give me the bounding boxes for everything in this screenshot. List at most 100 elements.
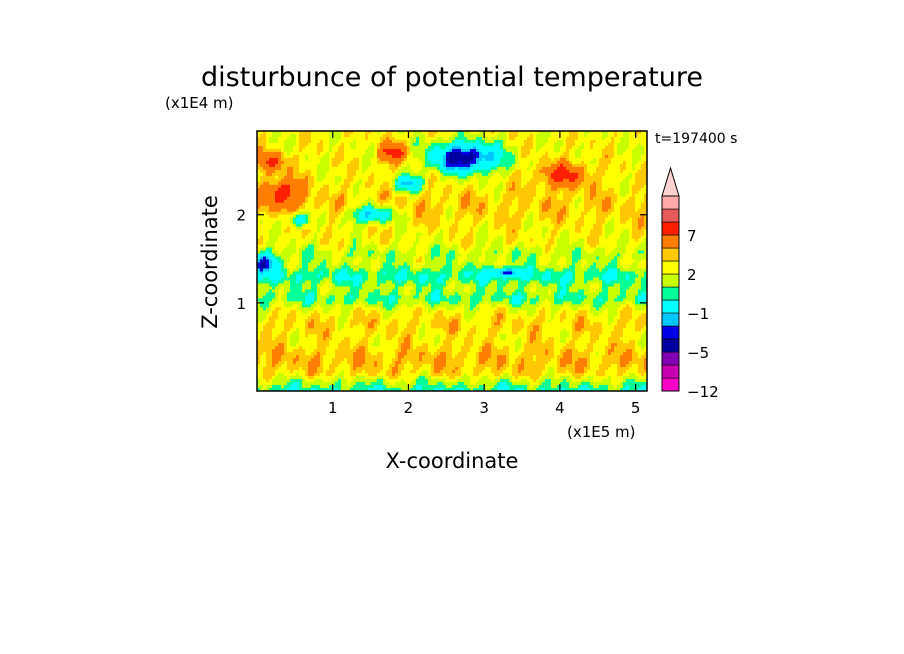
heatmap-cell — [314, 298, 318, 302]
heatmap-cell — [401, 373, 405, 377]
heatmap-cell — [419, 151, 423, 156]
heatmap-cell — [314, 136, 318, 141]
heatmap-cell — [275, 133, 279, 138]
heatmap-cell — [332, 337, 336, 341]
heatmap-cell — [317, 325, 321, 329]
heatmap-cell — [377, 277, 381, 281]
heatmap-cell — [425, 313, 429, 317]
heatmap-cell — [386, 247, 390, 251]
heatmap-cell — [338, 241, 342, 245]
heatmap-cell — [359, 322, 363, 326]
heatmap-cell — [365, 367, 369, 371]
heatmap-cell — [284, 298, 288, 302]
heatmap-cell — [263, 319, 267, 323]
heatmap-cell — [275, 241, 279, 245]
heatmap-cell — [299, 343, 303, 347]
heatmap-cell — [260, 382, 264, 386]
heatmap-cell — [362, 232, 366, 236]
heatmap-cell — [383, 175, 387, 180]
heatmap-cell — [269, 313, 273, 317]
heatmap-cell — [305, 292, 309, 296]
heatmap-cell — [401, 259, 405, 263]
heatmap-cell — [326, 259, 330, 263]
heatmap-cell — [374, 283, 378, 287]
heatmap-cell — [347, 205, 351, 210]
heatmap-cell — [368, 154, 372, 159]
heatmap-cell — [287, 238, 291, 242]
heatmap-cell — [425, 205, 429, 210]
heatmap-cell — [302, 364, 306, 368]
heatmap-cell — [368, 337, 372, 341]
heatmap-cell — [362, 211, 366, 216]
heatmap-cell — [347, 307, 351, 311]
heatmap-cell — [383, 334, 387, 338]
heatmap-cell — [323, 154, 327, 159]
heatmap-cell — [389, 133, 393, 138]
heatmap-cell — [314, 142, 318, 147]
heatmap-cell — [320, 385, 324, 389]
heatmap-cell — [416, 313, 420, 317]
heatmap-cell — [413, 382, 417, 386]
heatmap-cell — [407, 295, 411, 299]
heatmap-cell — [317, 178, 321, 183]
heatmap-cell — [284, 208, 288, 213]
heatmap-cell — [335, 337, 339, 341]
heatmap-cell — [329, 313, 333, 317]
heatmap-cell — [311, 181, 315, 186]
heatmap-cell — [362, 340, 366, 344]
heatmap-cell — [413, 352, 417, 356]
heatmap-cell — [269, 157, 273, 162]
heatmap-cell — [374, 163, 378, 168]
heatmap-cell — [386, 319, 390, 323]
heatmap-cell — [287, 166, 291, 171]
heatmap-cell — [353, 280, 357, 284]
heatmap-cell — [314, 181, 318, 186]
heatmap-cell — [386, 154, 390, 159]
heatmap-cell — [374, 313, 378, 317]
heatmap-cell — [344, 151, 348, 156]
heatmap-cell — [317, 259, 321, 263]
heatmap-cell — [335, 319, 339, 323]
heatmap-cell — [410, 313, 414, 317]
heatmap-cell — [425, 190, 429, 195]
heatmap-cell — [374, 319, 378, 323]
heatmap-cell — [296, 229, 300, 234]
heatmap-cell — [344, 244, 348, 248]
heatmap-cell — [341, 346, 345, 350]
heatmap-cell — [332, 232, 336, 236]
heatmap-cell — [284, 244, 288, 248]
heatmap-cell — [296, 373, 300, 377]
heatmap-cell — [332, 253, 336, 257]
heatmap-cell — [263, 376, 267, 380]
heatmap-cell — [401, 202, 405, 207]
heatmap-cell — [416, 388, 420, 392]
heatmap-cell — [290, 277, 294, 281]
heatmap-cell — [290, 349, 294, 353]
heatmap-cell — [362, 280, 366, 284]
heatmap-cell — [341, 184, 345, 189]
heatmap-cell — [344, 184, 348, 189]
heatmap-cell — [266, 265, 270, 269]
heatmap-cell — [320, 187, 324, 192]
heatmap-cell — [293, 223, 297, 228]
heatmap-cell — [296, 232, 300, 236]
heatmap-cell — [365, 214, 369, 219]
heatmap-cell — [386, 235, 390, 239]
heatmap-cell — [371, 184, 375, 189]
heatmap-cell — [317, 274, 321, 278]
heatmap-cell — [281, 316, 285, 320]
heatmap-cell — [290, 166, 294, 171]
heatmap-cell — [341, 385, 345, 389]
heatmap-cell — [416, 223, 420, 228]
heatmap-cell — [356, 166, 360, 171]
heatmap-cell — [383, 262, 387, 266]
heatmap-cell — [398, 325, 402, 329]
heatmap-cell — [416, 169, 420, 174]
heatmap-cell — [317, 136, 321, 141]
heatmap-cell — [347, 154, 351, 159]
heatmap-cell — [395, 298, 399, 302]
heatmap-cell — [425, 154, 429, 159]
heatmap-cell — [389, 244, 393, 248]
heatmap-cell — [344, 157, 348, 162]
heatmap-cell — [368, 229, 372, 234]
